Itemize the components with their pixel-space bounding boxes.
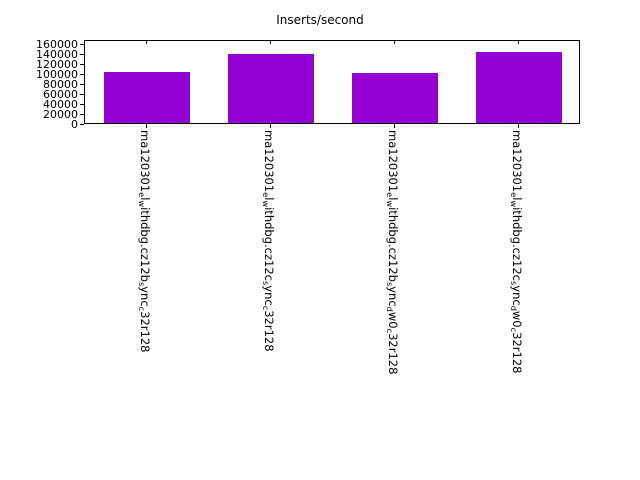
subscript-glyph: e — [508, 192, 519, 198]
x-axis-tick — [394, 124, 395, 128]
subscript-glyph: s — [384, 281, 395, 287]
y-axis-tick-label: 80000 — [43, 77, 78, 91]
subscript-glyph: d — [384, 306, 395, 312]
y-axis-tick-label: 0 — [71, 117, 78, 131]
y-axis-tick-label: 20000 — [43, 107, 78, 121]
subscript-glyph: d — [508, 305, 519, 311]
y-axis-tick-label: 100000 — [36, 67, 78, 81]
subscript-glyph: s — [136, 281, 147, 287]
x-axis-tick — [518, 124, 519, 128]
y-axis-tick — [80, 54, 84, 55]
y-axis-tick — [80, 94, 84, 95]
chart-title: Inserts/second — [276, 13, 364, 27]
subscript-glyph: w — [136, 200, 147, 208]
x-axis-tick-label: ma120301elwithdbg.cz12csyncc32r128 — [260, 130, 276, 352]
x-axis-tick-top — [270, 40, 271, 44]
x-axis-tick — [146, 124, 147, 128]
bar — [475, 52, 563, 123]
subscript-glyph: w — [384, 200, 395, 208]
x-axis-tick-top — [518, 40, 519, 44]
subscript-glyph: c — [508, 327, 519, 333]
bar — [103, 72, 191, 123]
y-axis-tick-label: 120000 — [36, 57, 78, 71]
y-axis-tick — [80, 114, 84, 115]
y-axis-tick — [80, 104, 84, 105]
y-axis-tick-label: 60000 — [43, 87, 78, 101]
subscript-glyph: e — [384, 192, 395, 198]
y-axis-tick — [80, 84, 84, 85]
plot-area — [84, 40, 580, 124]
x-axis-tick-top — [146, 40, 147, 44]
subscript-glyph: e — [136, 192, 147, 198]
y-axis-tick-label: 160000 — [36, 37, 78, 51]
bar — [351, 73, 439, 123]
subscript-glyph: s — [508, 280, 519, 286]
x-axis-tick-label: ma120301elwithdbg.cz12bsyncdw0c32r128 — [384, 130, 400, 375]
y-axis-tick-label: 40000 — [43, 97, 78, 111]
subscript-glyph: c — [136, 306, 147, 312]
y-axis-tick-label: 140000 — [36, 47, 78, 61]
subscript-glyph: w — [260, 200, 271, 208]
subscript-glyph: c — [260, 305, 271, 311]
subscript-glyph: w — [508, 200, 519, 208]
y-axis-tick — [80, 74, 84, 75]
y-axis-tick — [80, 124, 84, 125]
x-axis-tick-label: ma120301elwithdbg.cz12csyncdw0c32r128 — [508, 130, 524, 374]
x-axis-tick-label: ma120301elwithdbg.cz12bsyncc32r128 — [136, 130, 152, 353]
bar — [227, 54, 315, 123]
x-axis-tick — [270, 124, 271, 128]
subscript-glyph: e — [260, 192, 271, 198]
x-axis-tick-top — [394, 40, 395, 44]
subscript-glyph: c — [384, 328, 395, 334]
y-axis-tick — [80, 64, 84, 65]
y-axis-tick — [80, 44, 84, 45]
subscript-glyph: s — [260, 280, 271, 286]
